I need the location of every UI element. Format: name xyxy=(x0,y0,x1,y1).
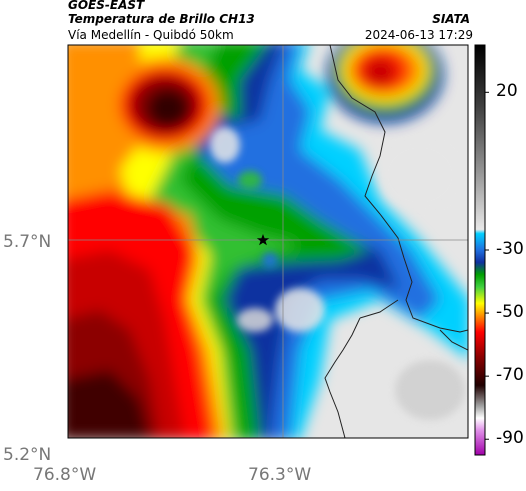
timestamp: 2024-06-13 17:29 xyxy=(364,28,473,42)
colorbar-label: -50 xyxy=(496,302,524,323)
gridlines xyxy=(68,45,468,438)
colorbar-label: -70 xyxy=(496,365,524,386)
lon-tick-label: 76.8°W xyxy=(33,465,97,485)
organization-label: SIATA xyxy=(432,12,470,26)
route-subtitle: Vía Medellín - Quibdó 50km xyxy=(68,28,234,42)
satellite-name: GOES-EAST xyxy=(68,0,145,12)
coastline xyxy=(324,45,468,438)
lon-tick-label: 76.3°W xyxy=(248,465,312,485)
location-star-marker xyxy=(256,234,270,246)
lat-tick-label: 5.7°N xyxy=(3,232,52,252)
colorbar-label: -30 xyxy=(496,239,524,259)
map-frame xyxy=(67,44,469,439)
colorbar-scale xyxy=(475,45,485,455)
lat-tick-label: 5.2°N xyxy=(3,445,52,465)
colorbar-label: 20 xyxy=(496,81,518,102)
product-title: Temperatura de Brillo CH13 xyxy=(68,12,255,26)
brightness-temperature-field xyxy=(68,45,468,438)
colorbar-label: -90 xyxy=(496,428,524,449)
